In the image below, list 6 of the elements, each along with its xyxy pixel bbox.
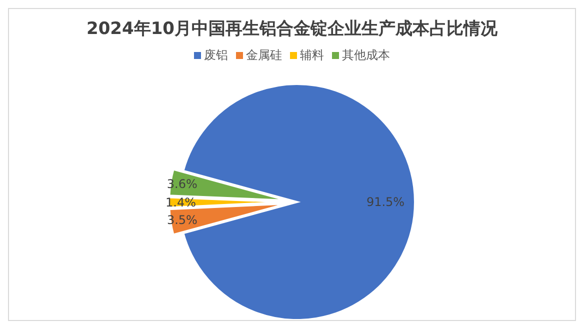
legend-label: 辅料 <box>300 47 324 64</box>
legend-label: 其他成本 <box>342 47 390 64</box>
legend-label: 废铝 <box>204 47 228 64</box>
chart-title: 2024年10月中国再生铝合金锭企业生产成本占比情况 <box>86 18 498 40</box>
legend-label: 金属硅 <box>246 47 282 64</box>
data-label: 91.5% <box>366 195 405 209</box>
